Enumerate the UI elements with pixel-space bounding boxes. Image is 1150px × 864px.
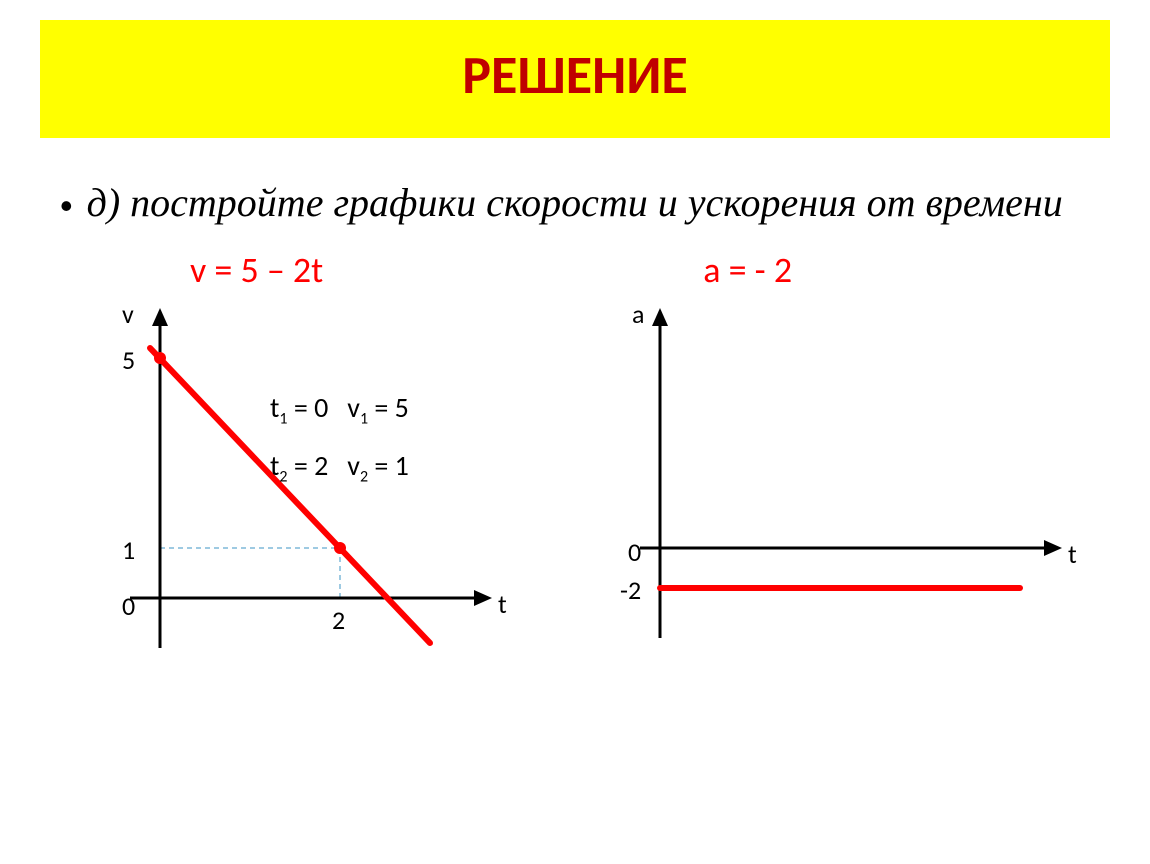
- v-y-arrow: [152, 308, 168, 326]
- equation-v: v = 5 – 2t: [190, 248, 323, 292]
- v-tick-1: 1: [122, 534, 135, 566]
- charts-row: v t 5 1 0 2 t1 = 0 v1 = 5 t2 = 2 v2 = 1: [60, 298, 1090, 668]
- v-tick-5: 5: [122, 344, 135, 376]
- v-tick-0: 0: [122, 590, 135, 622]
- slide: РЕШЕНИЕ • д) постройте графики скорости …: [0, 0, 1150, 864]
- bullet-row: • д) постройте графики скорости и ускоре…: [60, 178, 1090, 228]
- bullet-dot: •: [60, 184, 73, 227]
- acceleration-chart-svg: [600, 298, 1100, 668]
- equation-a: a = - 2: [703, 248, 792, 292]
- a-tick-minus2: -2: [620, 574, 641, 606]
- a-x-label: t: [1068, 538, 1077, 570]
- v-y-label: v: [122, 298, 134, 330]
- v-point-2: [334, 542, 346, 554]
- equations-row: v = 5 – 2t a = - 2: [60, 248, 1090, 292]
- v-tick-x2: 2: [332, 604, 345, 636]
- v-x-label: t: [498, 588, 507, 620]
- point-text-1: t1 = 0 v1 = 5: [270, 390, 409, 429]
- a-y-label: a: [632, 298, 644, 330]
- title-bar: РЕШЕНИЕ: [40, 20, 1110, 138]
- velocity-chart: v t 5 1 0 2 t1 = 0 v1 = 5 t2 = 2 v2 = 1: [60, 298, 580, 668]
- a-x-arrow: [1044, 540, 1062, 556]
- body-area: • д) постройте графики скорости и ускоре…: [30, 138, 1120, 668]
- a-tick-0: 0: [628, 536, 641, 568]
- a-y-arrow: [652, 308, 668, 326]
- v-point-1: [154, 352, 166, 364]
- point-text-2: t2 = 2 v2 = 1: [270, 448, 409, 487]
- slide-title: РЕШЕНИЕ: [40, 42, 1110, 108]
- acceleration-chart: a t 0 -2: [600, 298, 1100, 668]
- bullet-text: д) постройте графики скорости и ускорени…: [87, 178, 1063, 228]
- v-x-arrow: [474, 590, 492, 606]
